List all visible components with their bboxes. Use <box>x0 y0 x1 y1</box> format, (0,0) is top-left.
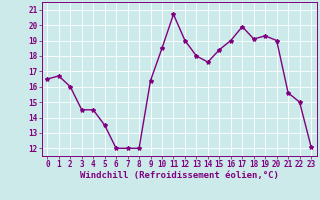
X-axis label: Windchill (Refroidissement éolien,°C): Windchill (Refroidissement éolien,°C) <box>80 171 279 180</box>
